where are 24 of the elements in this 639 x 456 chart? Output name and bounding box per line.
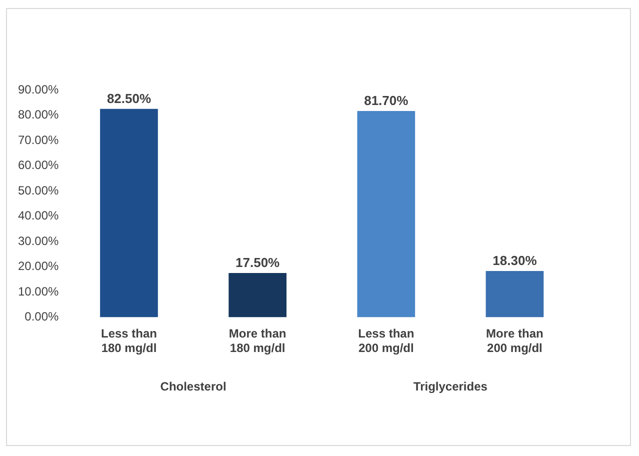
- y-tick-label: 10.00%: [18, 284, 60, 298]
- y-tick-label: 50.00%: [18, 183, 60, 198]
- y-tick-label: 0.00%: [24, 310, 60, 324]
- y-tick-label: 20.00%: [18, 259, 60, 274]
- text: Triglycerides: [413, 379, 488, 394]
- x-tick-label: Less than 180 mg/dl: [100, 326, 157, 356]
- x-tick-label: More than 180 mg/dl: [228, 326, 286, 356]
- x-tick-label: Less than 200 mg/dl: [358, 326, 414, 356]
- data-label: 18.30%: [492, 253, 538, 268]
- y-tick-label: 80.00%: [18, 108, 60, 122]
- y-tick-label: 70.00%: [18, 132, 60, 147]
- y-tick-label: 30.00%: [18, 234, 60, 248]
- text: Cholesterol: [160, 379, 226, 394]
- y-tick-label: 60.00%: [18, 158, 60, 172]
- bar: [357, 110, 416, 318]
- bar: [486, 271, 544, 318]
- data-label: 17.50%: [236, 255, 280, 270]
- bar: [228, 273, 286, 318]
- y-tick-label: 90.00%: [18, 82, 60, 96]
- y-tick-label: 40.00%: [18, 208, 60, 223]
- bar: [100, 108, 158, 318]
- x-tick-label: More than 200 mg/dl: [486, 326, 544, 356]
- data-label: 81.70%: [364, 93, 409, 108]
- data-label: 82.50%: [106, 91, 152, 106]
